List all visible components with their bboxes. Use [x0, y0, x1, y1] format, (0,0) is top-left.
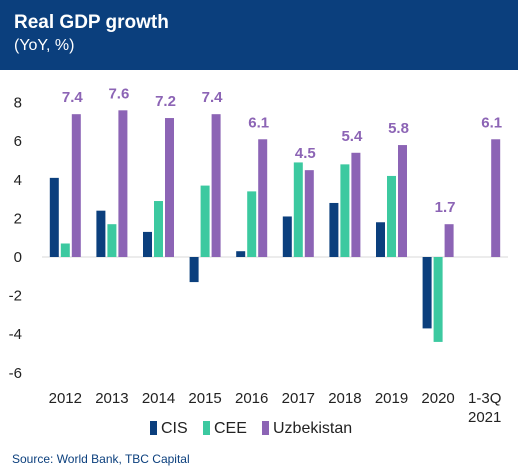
x-tick-label: 2020 [421, 390, 454, 407]
bar-cis-2016 [236, 251, 246, 257]
x-tick-label: 2014 [142, 390, 175, 407]
y-tick-label: 0 [14, 249, 22, 266]
data-label-uzbekistan: 7.4 [202, 89, 224, 106]
x-tick-label: 1-3Q 2021 [468, 390, 501, 426]
data-label-uzbekistan: 7.6 [108, 85, 129, 102]
bar-uzbekistan-2017 [304, 170, 314, 257]
legend-swatch-uzbekistan [262, 421, 269, 435]
y-tick-label: -4 [9, 326, 22, 343]
bar-cee-2018 [340, 164, 350, 257]
y-tick-label: -6 [9, 365, 22, 382]
data-label-uzbekistan: 7.2 [155, 93, 176, 110]
bar-uzbekistan-1-3q-2021 [491, 139, 501, 257]
bar-cee-2016 [247, 191, 257, 257]
legend-label-cee: CEE [214, 420, 247, 437]
y-tick-label: 2 [14, 210, 22, 227]
x-tick-label: 2012 [49, 390, 82, 407]
bar-uzbekistan-2020 [444, 224, 454, 257]
bar-cis-2019 [376, 222, 385, 257]
data-label-uzbekistan: 6.1 [248, 114, 269, 131]
bar-uzbekistan-2012 [71, 114, 81, 258]
bar-uzbekistan-2014 [165, 118, 174, 257]
source-note: Source: World Bank, TBC Capital [12, 452, 190, 466]
bar-cis-2013 [96, 210, 106, 257]
bar-cee-2015 [200, 185, 210, 257]
data-label-uzbekistan: 5.4 [341, 128, 363, 145]
legend-label-cis: CIS [161, 420, 188, 437]
bar-cee-2017 [293, 162, 303, 257]
bar-uzbekistan-2015 [211, 114, 221, 258]
x-tick-label: 2018 [328, 390, 361, 407]
bar-uzbekistan-2018 [351, 152, 361, 257]
y-tick-label: 8 [14, 95, 22, 112]
bar-cee-2014 [154, 201, 163, 257]
y-tick-label: -2 [9, 288, 22, 305]
data-label-uzbekistan: 1.7 [435, 199, 456, 216]
bar-cee-2019 [387, 175, 396, 257]
bar-uzbekistan-2019 [398, 145, 407, 257]
bar-cee-2012 [60, 243, 70, 257]
chart-subtitle: (YoY, %) [14, 37, 75, 54]
x-tick-label: 2013 [95, 390, 128, 407]
y-tick-label: 6 [14, 133, 22, 150]
bar-cis-2017 [282, 216, 292, 257]
bar-cee-2013 [107, 224, 117, 257]
chart-header: Real GDP growth (YoY, %) [0, 0, 518, 70]
x-tick-label: 2019 [375, 390, 408, 407]
data-label-uzbekistan: 5.8 [388, 120, 409, 137]
y-tick-label: 4 [14, 172, 22, 189]
legend-swatch-cee [203, 421, 210, 435]
data-label-uzbekistan: 6.1 [481, 114, 502, 131]
legend-swatch-cis [150, 421, 157, 435]
data-label-uzbekistan: 4.5 [295, 145, 316, 162]
legend-label-uzbekistan: Uzbekistan [273, 420, 352, 437]
data-label-uzbekistan: 7.4 [62, 89, 84, 106]
bar-cis-2018 [329, 202, 339, 257]
gdp-growth-chart: 8 6 4 2 0 -2 -4 -6 7.4 2012 7.6 2013 7.2 2014 7.4 2015 6… [9, 85, 508, 437]
bar-cis-2012 [49, 177, 59, 257]
bar-cis-2014 [143, 231, 152, 257]
bar-cis-2020 [422, 257, 432, 329]
bar-uzbekistan-2016 [258, 139, 268, 257]
x-tick-label: 2017 [282, 390, 315, 407]
bar-cee-2020 [433, 257, 443, 342]
x-tick-label: 2015 [188, 390, 221, 407]
x-tick-label: 2016 [235, 390, 268, 407]
bar-uzbekistan-2013 [118, 110, 128, 257]
chart-title: Real GDP growth [14, 12, 169, 33]
bar-cis-2015 [189, 257, 199, 283]
